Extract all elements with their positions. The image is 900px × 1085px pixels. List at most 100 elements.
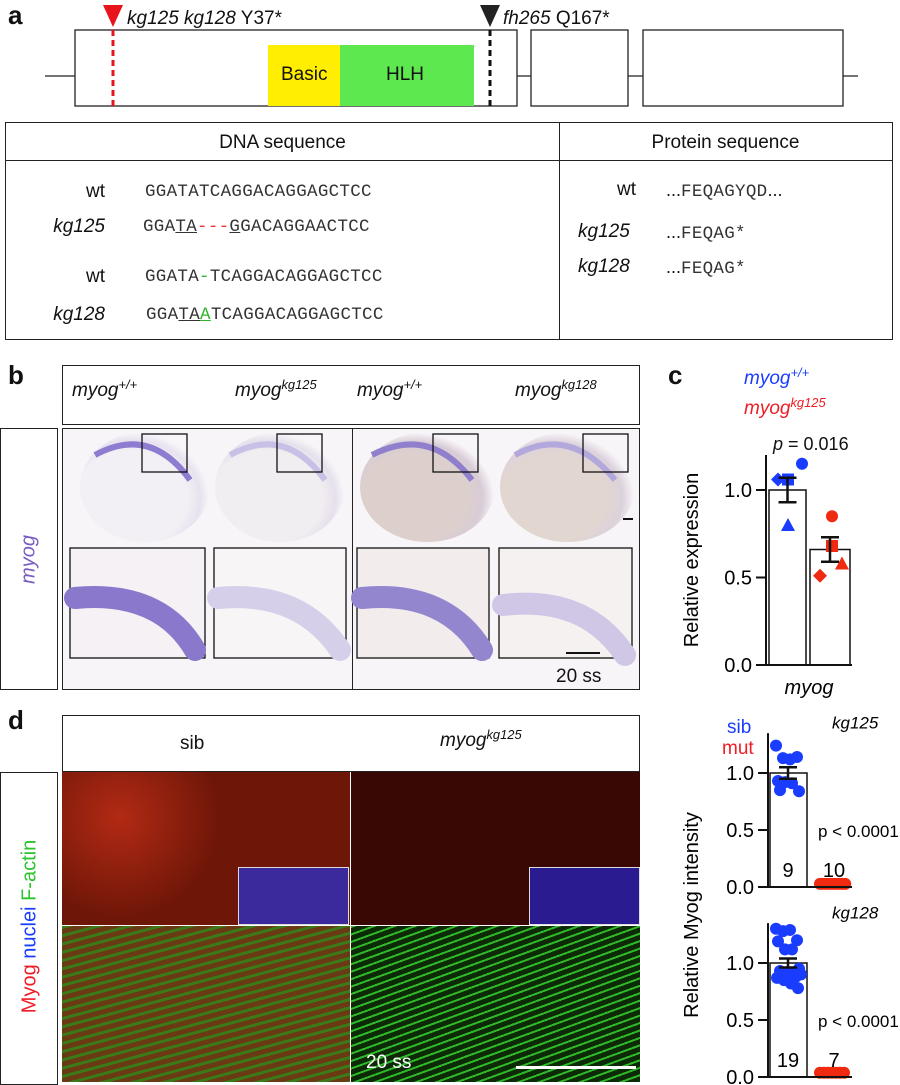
- data-point-circle: [838, 1066, 850, 1079]
- data-point-circle: [786, 943, 798, 956]
- dna-seq-wt: GGATATCAGGACAGGAGCTCC: [145, 182, 372, 202]
- data-point-circle: [796, 457, 808, 470]
- exon-3: [642, 29, 844, 107]
- data-point-circle: [786, 777, 798, 790]
- hlh-domain: [340, 45, 474, 106]
- basic-label: Basic: [281, 64, 328, 85]
- dna-label-kg128: kg128: [53, 304, 105, 325]
- dna-seq-kg125: GGATA---GGACAGGAACTCC: [143, 217, 370, 237]
- dna-label-kg125: kg125: [53, 216, 105, 237]
- sup: kg125: [790, 394, 826, 410]
- seq-gap: -: [199, 267, 210, 287]
- gene: myog: [235, 380, 282, 401]
- seq-insertion: A: [200, 305, 211, 325]
- panel-a-label: a: [8, 0, 23, 30]
- seq-deletion: ---: [197, 217, 230, 237]
- protein-header: Protein sequence: [651, 132, 800, 153]
- ellipsis: ...: [767, 180, 783, 200]
- seq-seg-underlined: G: [229, 217, 241, 237]
- sup: +/+: [118, 376, 138, 392]
- n-label: 7: [828, 1050, 839, 1072]
- sup: +/+: [790, 364, 810, 380]
- stage-label-d: 20 ss: [366, 1052, 412, 1073]
- label-factin: F-actin: [18, 839, 41, 901]
- p-value-c: p = 0.016: [773, 434, 849, 455]
- p-value: p < 0.0001: [818, 1012, 899, 1031]
- y-axis-label: Relative expression: [681, 473, 703, 648]
- bar: [768, 489, 807, 666]
- dna-seq-kg128: GGATAATCAGGACAGGAGCTCC: [146, 305, 384, 325]
- p: p: [773, 434, 784, 454]
- dna-header: DNA sequence: [219, 132, 346, 153]
- zoom-box: [582, 433, 629, 473]
- ellipsis: ...: [666, 257, 682, 277]
- expression-chart: 0.0 0.5 1.0 myog Relative expression: [681, 455, 852, 699]
- sup: kg125: [281, 376, 317, 392]
- gene: myog: [72, 380, 119, 401]
- y-tick-label: 0.0: [726, 877, 754, 899]
- legend-mutant: mut: [722, 738, 754, 759]
- legend-text: myog: [744, 368, 791, 389]
- panel-b-label: b: [8, 360, 24, 390]
- genotype-wt-1: myog+/+: [72, 376, 138, 402]
- chart-title: kg125: [832, 715, 879, 733]
- legend-wt: myog+/+: [744, 364, 810, 390]
- nuclei-inset-sib: [238, 867, 349, 925]
- sup: +/+: [403, 376, 423, 392]
- scale-bar-d: [516, 1066, 636, 1069]
- y-tick-label: 0.0: [724, 655, 752, 677]
- legend-text: myog: [744, 398, 791, 419]
- sup: kg128: [561, 376, 597, 392]
- dna-seq-wt-2: GGATA-TCAGGACAGGAGCTCC: [145, 267, 383, 287]
- myog-intensity-charts: 0.0 0.5 1.0 9 10 kg125 p < 0.0001 0.0 0.5 1.0 19 7 k…: [681, 715, 899, 1085]
- ellipsis: ...: [666, 222, 682, 242]
- genotype-kg128: myogkg128: [515, 376, 597, 402]
- panel-c-label: c: [668, 360, 683, 390]
- hlh-label: HLH: [386, 64, 425, 85]
- data-point-circle: [784, 923, 796, 936]
- label-nuclei: nuclei: [18, 906, 41, 959]
- y-tick-label: 0.5: [724, 568, 752, 590]
- genotype-kg125: myogkg125: [235, 376, 317, 402]
- dna-label-wt: wt: [86, 181, 105, 202]
- seq-seg: GGA: [146, 305, 179, 325]
- condition-header: [62, 715, 640, 772]
- mut2-change: Q167*: [555, 8, 610, 29]
- label-myog: Myog: [18, 964, 41, 1014]
- protein-seq-kg128: FEQAG*: [681, 259, 746, 279]
- stage-label-b: 20 ss: [556, 666, 602, 687]
- n-label: 10: [823, 860, 845, 882]
- col-sib: sib: [180, 733, 205, 754]
- genotype-wt-2: myog+/+: [357, 376, 423, 402]
- protein-label-kg125: kg125: [578, 221, 630, 242]
- chart-title: kg128: [832, 904, 879, 923]
- dna-label-wt-2: wt: [86, 266, 105, 287]
- y-tick-label: 0.0: [726, 1067, 754, 1085]
- red-arrowhead-icon: [103, 5, 123, 27]
- mut1-change: Y37*: [240, 8, 282, 29]
- inset-stain: [64, 586, 206, 661]
- y-tick-label: 1.0: [726, 763, 754, 785]
- p-value-text: = 0.016: [783, 434, 849, 454]
- data-point-circle: [792, 982, 804, 995]
- legend-mut: myogkg125: [744, 394, 826, 420]
- data-point-circle: [770, 739, 782, 752]
- basic-domain: [268, 45, 340, 106]
- p-value: p < 0.0001: [818, 822, 899, 841]
- exon-2: [530, 29, 629, 107]
- col-mut: myogkg125: [440, 728, 522, 752]
- seq-seg: GGATA: [145, 267, 200, 287]
- seq-seg-underlined: TA: [178, 305, 201, 325]
- data-point-diamond: [771, 472, 785, 487]
- protein-seq-kg125: FEQAG*: [681, 224, 746, 244]
- protein-label-kg128: kg128: [578, 256, 630, 277]
- data-point-circle: [791, 934, 803, 947]
- data-point-triangle: [781, 518, 795, 531]
- n-label: 19: [777, 1050, 799, 1072]
- gene: myog: [357, 380, 404, 401]
- black-arrowhead-icon: [480, 5, 500, 27]
- y-tick-label: 1.0: [726, 953, 754, 975]
- y-tick-label: 0.5: [726, 1010, 754, 1032]
- data-point-square: [826, 540, 838, 552]
- data-point-circle: [772, 935, 784, 948]
